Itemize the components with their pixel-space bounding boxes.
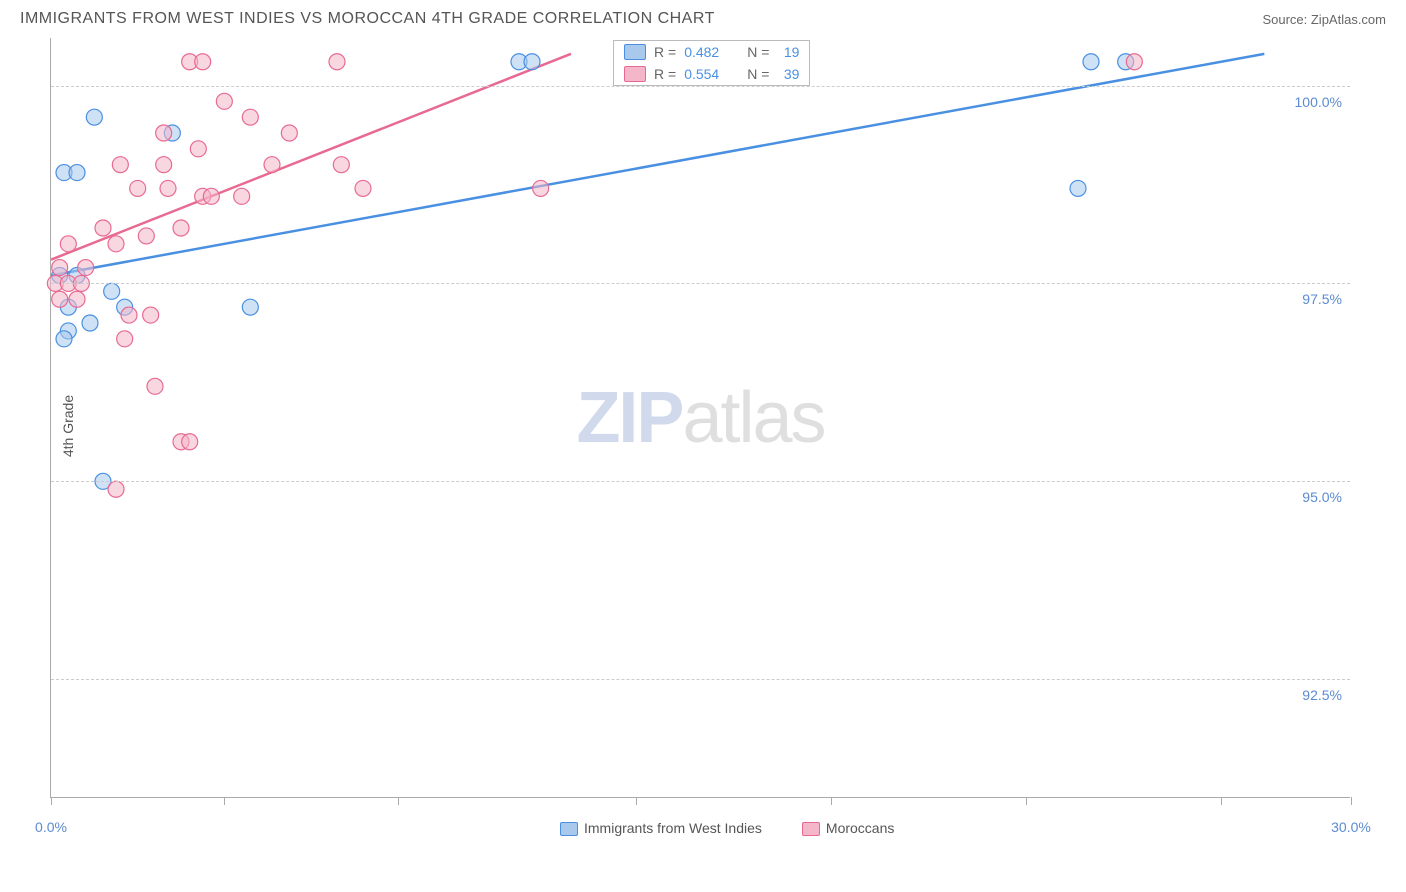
x-tick: [224, 797, 225, 805]
y-tick-label: 95.0%: [1302, 489, 1342, 505]
x-tick-label: 0.0%: [35, 819, 67, 835]
legend-r-value: 0.482: [684, 44, 719, 60]
data-point-west_indies: [1083, 54, 1099, 70]
data-point-moroccans: [533, 180, 549, 196]
data-point-moroccans: [173, 220, 189, 236]
data-point-moroccans: [78, 260, 94, 276]
y-tick-label: 92.5%: [1302, 687, 1342, 703]
data-point-moroccans: [108, 236, 124, 252]
data-point-moroccans: [281, 125, 297, 141]
x-tick: [636, 797, 637, 805]
series-label: Moroccans: [826, 820, 894, 836]
data-point-moroccans: [52, 291, 68, 307]
legend-n-label: N =: [747, 66, 769, 82]
header-bar: IMMIGRANTS FROM WEST INDIES VS MOROCCAN …: [0, 0, 1406, 32]
series-legend: Immigrants from West Indies Moroccans: [560, 820, 894, 836]
legend-row-moroccans: R = 0.554 N = 39: [614, 63, 809, 85]
data-point-moroccans: [130, 180, 146, 196]
data-point-moroccans: [69, 291, 85, 307]
plot-svg: [51, 38, 1350, 797]
data-point-west_indies: [82, 315, 98, 331]
legend-swatch: [560, 822, 578, 836]
data-point-moroccans: [143, 307, 159, 323]
chart-title: IMMIGRANTS FROM WEST INDIES VS MOROCCAN …: [20, 10, 715, 28]
x-tick: [1351, 797, 1352, 805]
source-name: ZipAtlas.com: [1311, 12, 1386, 27]
data-point-moroccans: [156, 125, 172, 141]
data-point-moroccans: [95, 220, 111, 236]
data-point-moroccans: [138, 228, 154, 244]
data-point-moroccans: [333, 157, 349, 173]
data-point-moroccans: [117, 331, 133, 347]
y-gridline: [51, 679, 1350, 680]
legend-n-label: N =: [747, 44, 769, 60]
data-point-moroccans: [112, 157, 128, 173]
legend-n-value: 39: [777, 66, 799, 82]
data-point-moroccans: [160, 180, 176, 196]
data-point-moroccans: [108, 481, 124, 497]
legend-r-value: 0.554: [684, 66, 719, 82]
plot-area: ZIPatlas R =0.482N =19R =0.554N =39 92.5…: [50, 38, 1350, 798]
y-tick-label: 100.0%: [1295, 94, 1342, 110]
data-point-moroccans: [147, 378, 163, 394]
data-point-moroccans: [216, 93, 232, 109]
y-gridline: [51, 283, 1350, 284]
x-tick-label: 30.0%: [1331, 819, 1371, 835]
legend-swatch: [624, 66, 646, 82]
chart-container: 4th Grade ZIPatlas R =0.482N =19R =0.554…: [50, 38, 1386, 798]
data-point-moroccans: [195, 54, 211, 70]
source-attribution: Source: ZipAtlas.com: [1262, 12, 1386, 27]
data-point-moroccans: [329, 54, 345, 70]
series-label: Immigrants from West Indies: [584, 820, 762, 836]
data-point-moroccans: [242, 109, 258, 125]
x-tick: [398, 797, 399, 805]
data-point-moroccans: [234, 188, 250, 204]
data-point-moroccans: [264, 157, 280, 173]
data-point-west_indies: [56, 331, 72, 347]
legend-row-west_indies: R = 0.482 N = 19: [614, 41, 809, 63]
data-point-moroccans: [121, 307, 137, 323]
legend-n-value: 19: [777, 44, 799, 60]
data-point-moroccans: [203, 188, 219, 204]
data-point-moroccans: [60, 236, 76, 252]
series-legend-item-moroccans: Moroccans: [802, 820, 894, 836]
source-label: Source:: [1262, 12, 1310, 27]
legend-r-label: R =: [654, 66, 676, 82]
data-point-west_indies: [242, 299, 258, 315]
legend-r-label: R =: [654, 44, 676, 60]
data-point-west_indies: [1070, 180, 1086, 196]
data-point-moroccans: [355, 180, 371, 196]
data-point-moroccans: [156, 157, 172, 173]
x-tick: [1026, 797, 1027, 805]
data-point-west_indies: [104, 283, 120, 299]
x-tick: [51, 797, 52, 805]
x-tick: [1221, 797, 1222, 805]
legend-swatch: [624, 44, 646, 60]
legend-swatch: [802, 822, 820, 836]
y-gridline: [51, 86, 1350, 87]
data-point-moroccans: [52, 260, 68, 276]
data-point-moroccans: [1126, 54, 1142, 70]
y-tick-label: 97.5%: [1302, 291, 1342, 307]
data-point-west_indies: [69, 165, 85, 181]
y-gridline: [51, 481, 1350, 482]
data-point-moroccans: [182, 434, 198, 450]
trend-line-west_indies: [51, 54, 1264, 276]
data-point-west_indies: [524, 54, 540, 70]
data-point-moroccans: [190, 141, 206, 157]
correlation-legend: R = 0.482 N = 19 R = 0.554 N = 39: [613, 40, 810, 86]
x-tick: [831, 797, 832, 805]
data-point-west_indies: [86, 109, 102, 125]
series-legend-item-west_indies: Immigrants from West Indies: [560, 820, 762, 836]
